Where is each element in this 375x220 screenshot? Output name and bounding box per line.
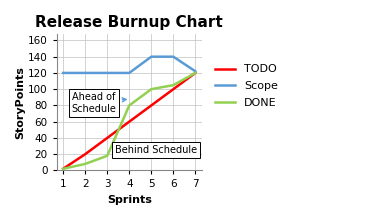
Scope [149,55,153,58]
Scope [127,72,132,74]
DONE [149,88,153,90]
Line: DONE: DONE [63,73,195,169]
Scope [61,72,65,74]
Text: Behind Schedule: Behind Schedule [115,145,197,156]
Scope [171,55,176,58]
DONE [193,72,198,74]
TODO [149,104,153,107]
DONE [105,154,110,157]
DONE [171,84,176,86]
TODO [193,72,198,74]
TODO [127,120,132,123]
TODO [105,137,110,139]
Line: Scope: Scope [63,57,195,73]
DONE [83,163,87,165]
TODO [61,167,65,170]
Y-axis label: StoryPoints: StoryPoints [15,66,25,139]
Line: TODO: TODO [63,73,195,169]
Scope [193,70,198,73]
Legend: TODO, Scope, DONE: TODO, Scope, DONE [210,60,282,112]
DONE [127,104,132,107]
Text: Ahead of
Schedule: Ahead of Schedule [72,92,126,114]
X-axis label: Sprints: Sprints [107,195,152,205]
Title: Release Burnup Chart: Release Burnup Chart [35,15,223,30]
TODO [171,88,176,90]
Scope [83,72,87,74]
TODO [83,153,87,156]
Scope [105,72,110,74]
DONE [61,167,65,170]
